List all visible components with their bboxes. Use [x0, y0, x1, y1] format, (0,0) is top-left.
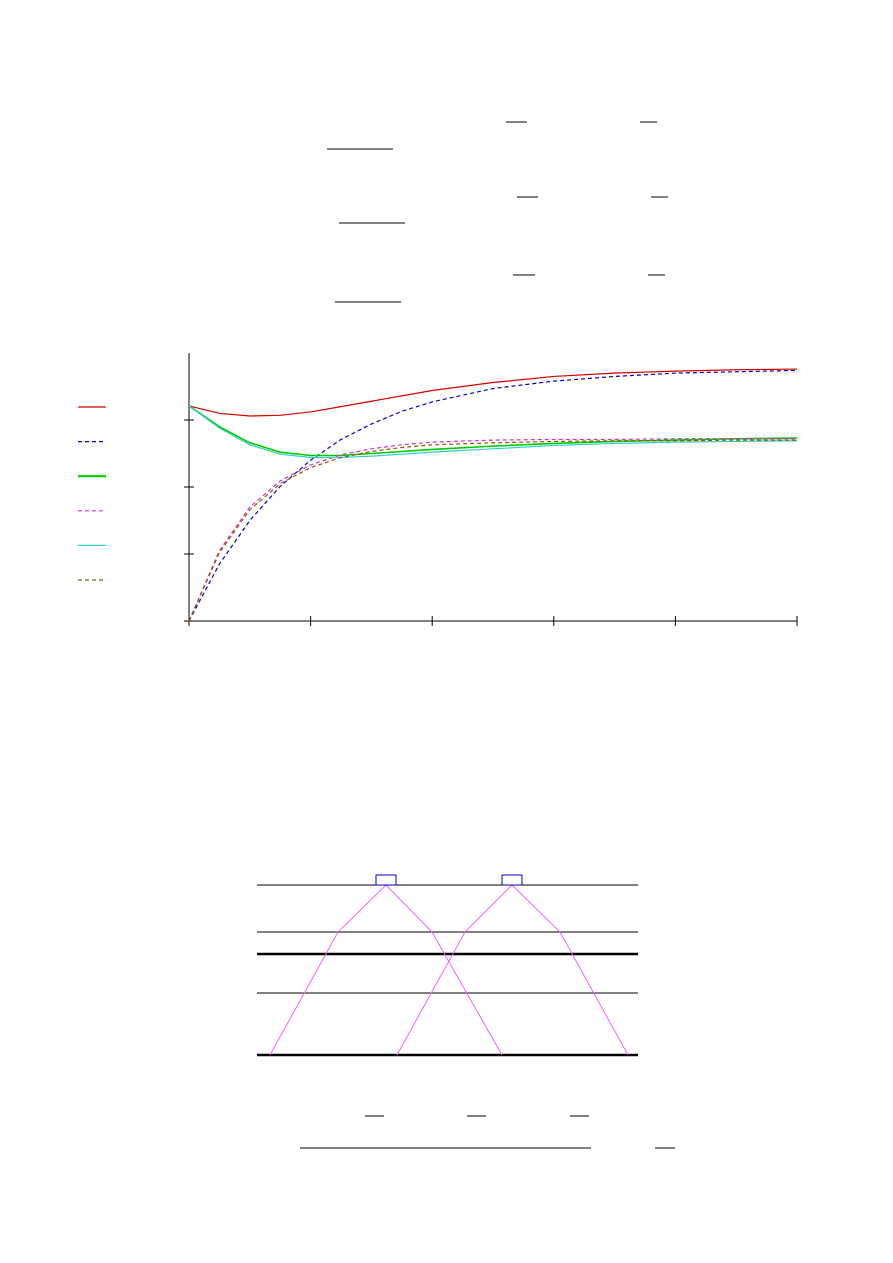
series-line	[188, 439, 797, 622]
chart	[78, 353, 798, 626]
equations	[300, 121, 675, 1149]
series-line	[188, 405, 798, 457]
series-line	[188, 438, 797, 622]
ray	[396, 884, 513, 1056]
layer-diagram	[257, 874, 638, 1057]
series-line	[188, 368, 798, 417]
series-line	[188, 405, 798, 459]
ray	[511, 884, 629, 1056]
source	[375, 874, 397, 886]
ray	[269, 884, 387, 1056]
series-line	[188, 369, 798, 622]
ray	[385, 884, 503, 1056]
source	[501, 874, 523, 886]
